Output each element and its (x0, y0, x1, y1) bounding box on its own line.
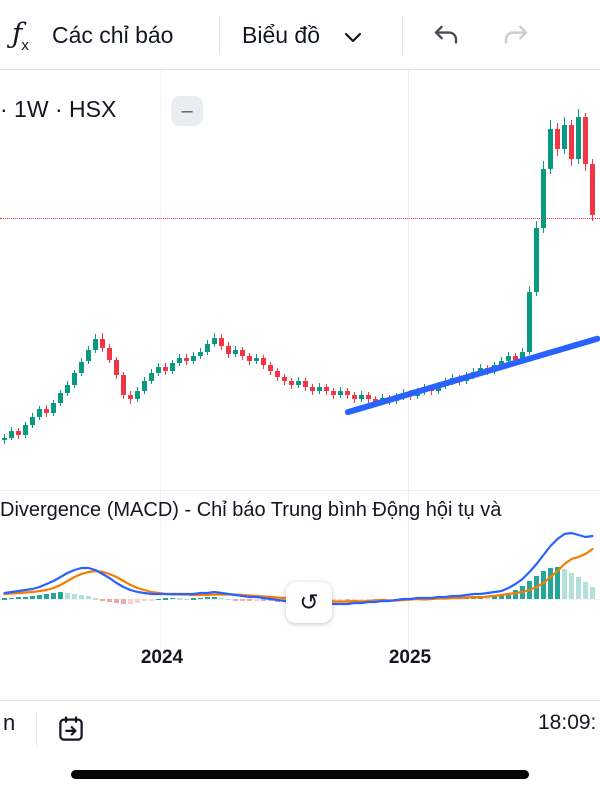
top-toolbar: ƒx Các chỉ báo Biểu đồ (0, 0, 600, 70)
macd-title: Divergence (MACD) - Chỉ báo Trung bình Đ… (0, 499, 502, 521)
axis-label-2024: 2024 (140, 647, 184, 668)
bottom-toolbar: n 18:09: (0, 700, 600, 762)
collapse-indicator-button[interactable]: – (171, 96, 203, 126)
gridline-2024 (160, 70, 161, 490)
indicators-label: Các chỉ báo (52, 21, 174, 48)
gridline-2025 (408, 70, 409, 490)
home-indicator[interactable] (71, 770, 529, 779)
bottom-left-text: n (3, 710, 16, 735)
toolbar-divider (219, 16, 220, 54)
undo-button[interactable] (430, 20, 462, 52)
axis-label-2025: 2025 (388, 647, 432, 668)
chart-type-label: Biểu đồ (242, 21, 321, 48)
gridline-2025-macd (408, 491, 409, 661)
chevron-down-icon (344, 30, 362, 48)
price-chart[interactable]: · 1W · HSX – (0, 70, 600, 490)
redo-button[interactable] (500, 20, 532, 52)
macd-panel[interactable]: Divergence (MACD) - Chỉ báo Trung bình Đ… (0, 490, 600, 682)
bottombar-divider (36, 713, 37, 747)
clock-text: 18:09: (538, 711, 597, 734)
goto-date-button[interactable] (50, 709, 92, 751)
gridline-2024-macd (160, 491, 161, 661)
symbol-info-label: · 1W · HSX (0, 96, 117, 122)
refresh-button[interactable]: ↺ (286, 582, 332, 623)
refresh-icon: ↺ (299, 589, 319, 615)
fx-indicator-icon: ƒx (12, 17, 29, 54)
minus-icon: – (181, 100, 193, 122)
toolbar-divider (402, 16, 403, 54)
redo-icon (501, 25, 531, 53)
price-dotted-line (0, 218, 600, 220)
trendline (344, 335, 600, 416)
undo-icon (431, 25, 461, 53)
calendar-arrow-icon (56, 715, 86, 747)
